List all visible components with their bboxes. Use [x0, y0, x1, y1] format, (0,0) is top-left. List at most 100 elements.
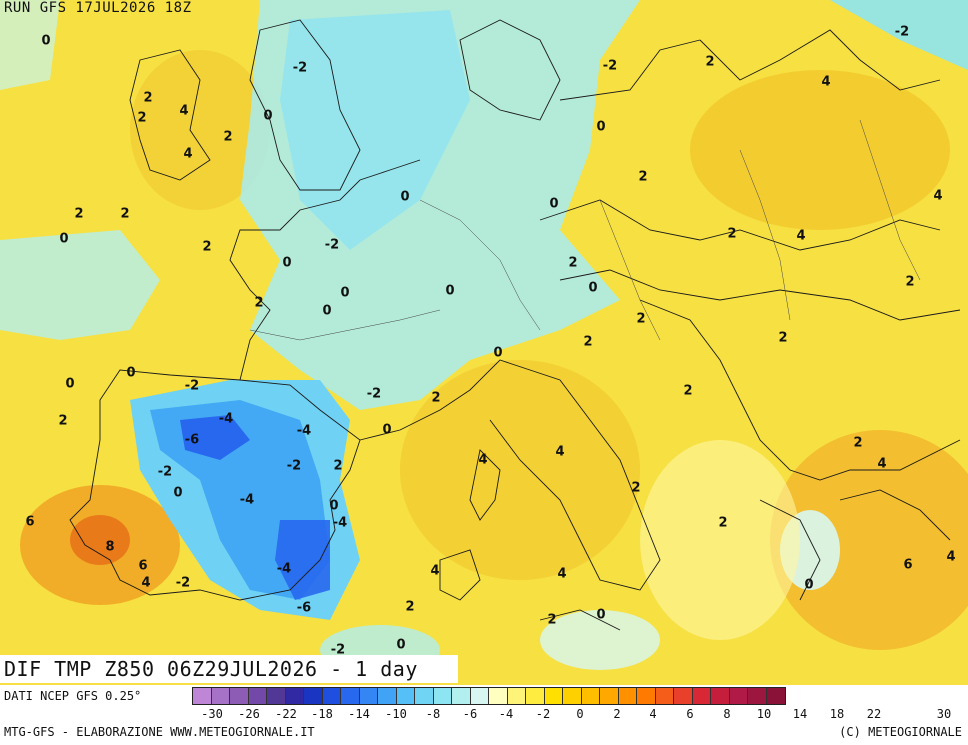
contour-value-label: 2 — [120, 206, 130, 222]
scale-tick-label: 30 — [936, 707, 952, 721]
contour-value-label: 2 — [905, 274, 915, 290]
contour-value-label: 2 — [74, 206, 84, 222]
contour-value-label: 2 — [683, 383, 693, 399]
color-swatch — [415, 688, 434, 704]
contour-value-label: -2 — [157, 464, 173, 480]
color-swatch — [470, 688, 489, 704]
map-title: DIF TMP Z850 06Z29JUL2026 - 1 day — [0, 655, 458, 683]
contour-value-label: 2 — [853, 435, 863, 451]
contour-value-label: -2 — [324, 237, 340, 253]
contour-value-label: 2 — [638, 169, 648, 185]
contour-value-label: 2 — [568, 255, 578, 271]
contour-value-label: 0 — [340, 285, 350, 301]
scale-tick-label: -14 — [348, 707, 370, 721]
scale-tick-label: 18 — [829, 707, 845, 721]
color-swatch — [748, 688, 767, 704]
contour-value-label: 0 — [596, 607, 606, 623]
contour-value-label: 4 — [141, 575, 151, 591]
color-swatch — [359, 688, 378, 704]
credit-right: (C) METEOGIORNALE — [839, 725, 962, 739]
color-swatch — [655, 688, 674, 704]
contour-value-label: 6 — [138, 558, 148, 574]
contour-value-label: 6 — [903, 557, 913, 573]
contour-value-label: 0 — [41, 33, 51, 49]
contour-value-label: -4 — [218, 411, 234, 427]
color-swatch — [304, 688, 323, 704]
contour-value-label: 4 — [179, 103, 189, 119]
color-scale — [192, 687, 786, 705]
color-swatch — [600, 688, 619, 704]
color-swatch — [452, 688, 471, 704]
color-swatch — [674, 688, 693, 704]
contour-value-label: 2 — [143, 90, 153, 106]
scale-tick-label: 22 — [866, 707, 882, 721]
scale-tick-label: 4 — [649, 707, 657, 721]
contour-value-label: 2 — [223, 129, 233, 145]
contour-value-label: 2 — [718, 515, 728, 531]
color-swatch — [711, 688, 730, 704]
contour-value-label: 0 — [173, 485, 183, 501]
contour-value-label: 2 — [778, 330, 788, 346]
scale-tick-label: -2 — [535, 707, 551, 721]
contour-value-label: 2 — [431, 390, 441, 406]
contour-value-label: 4 — [478, 452, 488, 468]
contour-value-label: 4 — [821, 74, 831, 90]
contour-value-label: 2 — [631, 480, 641, 496]
scale-tick-label: -18 — [311, 707, 333, 721]
scale-tick-label: 0 — [576, 707, 584, 721]
color-swatch — [378, 688, 397, 704]
contour-value-label: 2 — [405, 599, 415, 615]
color-swatch — [507, 688, 526, 704]
color-swatch — [211, 688, 230, 704]
contour-value-label: 8 — [105, 539, 115, 555]
color-swatch — [563, 688, 582, 704]
color-swatch — [692, 688, 711, 704]
contour-value-label: 0 — [263, 108, 273, 124]
contour-value-label: 2 — [583, 334, 593, 350]
scale-tick-label: 6 — [686, 707, 694, 721]
color-swatch — [544, 688, 563, 704]
contour-value-label: 4 — [933, 188, 943, 204]
contour-value-label: -4 — [239, 492, 255, 508]
color-swatch — [729, 688, 748, 704]
contour-value-label: 0 — [588, 280, 598, 296]
map-field — [0, 0, 968, 675]
color-swatch — [489, 688, 508, 704]
scale-tick-label: 14 — [792, 707, 808, 721]
legend-footer: DATI NCEP GFS 0.25° -30 -26 -22 -18 -14 -10 -8… — [0, 685, 968, 745]
color-swatch — [618, 688, 637, 704]
scale-tick-label: 10 — [756, 707, 772, 721]
scale-tick-label: -26 — [238, 707, 260, 721]
color-swatch — [526, 688, 545, 704]
contour-value-label: 4 — [183, 146, 193, 162]
contour-value-label: -6 — [184, 432, 200, 448]
contour-value-label: -6 — [296, 600, 312, 616]
contour-value-label: 2 — [547, 612, 557, 628]
scale-tick-label: -30 — [201, 707, 223, 721]
contour-value-label: 0 — [59, 231, 69, 247]
color-swatch — [581, 688, 600, 704]
scale-tick-label: 2 — [613, 707, 621, 721]
contour-value-label: -2 — [175, 575, 191, 591]
contour-value-label: -4 — [276, 561, 292, 577]
contour-value-label: -2 — [366, 386, 382, 402]
contour-value-label: -2 — [292, 60, 308, 76]
color-scale-ticks: -30 -26 -22 -18 -14 -10 -8 -6 -4 -2 0 2 4 6 8 10 14 18 22 3… — [192, 707, 968, 723]
color-swatch — [193, 688, 212, 704]
contour-value-label: 0 — [400, 189, 410, 205]
contour-value-label: -2 — [602, 58, 618, 74]
color-swatch — [341, 688, 360, 704]
contour-value-label: 2 — [705, 54, 715, 70]
scale-tick-label: -6 — [462, 707, 478, 721]
contour-value-label: 4 — [555, 444, 565, 460]
run-title: RUN GFS 17JUL2026 18Z — [4, 0, 192, 16]
color-swatch — [396, 688, 415, 704]
contour-value-label: 4 — [946, 549, 956, 565]
contour-value-label: -2 — [286, 458, 302, 474]
color-swatch — [248, 688, 267, 704]
color-swatch — [433, 688, 452, 704]
contour-value-label: 0 — [549, 196, 559, 212]
contour-value-label: -2 — [330, 642, 346, 658]
contour-value-label: -2 — [894, 24, 910, 40]
contour-value-label: 0 — [445, 283, 455, 299]
